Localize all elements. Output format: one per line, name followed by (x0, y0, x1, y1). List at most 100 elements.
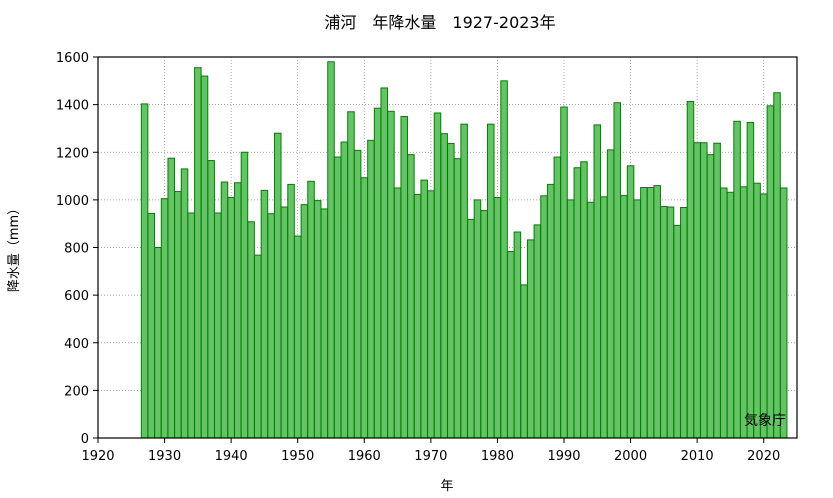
bar-2023 (779, 187, 788, 439)
bar-2005 (660, 206, 668, 439)
bar-1959 (353, 149, 362, 439)
bar-1950 (293, 235, 302, 439)
bar-1935 (194, 67, 202, 439)
bar-2006 (666, 206, 675, 439)
y-tick-label: 600 (64, 289, 89, 304)
x-tick-label: 1950 (281, 449, 314, 464)
bar-1956 (333, 156, 342, 439)
bar-1981 (500, 80, 508, 439)
bar-1980 (493, 196, 502, 439)
bar-2014 (720, 187, 728, 439)
bar-1937 (207, 160, 215, 439)
y-tick-label: 0 (81, 432, 89, 447)
y-tick-label: 1600 (56, 51, 89, 66)
x-tick-label: 1960 (348, 449, 381, 464)
bar-1969 (420, 179, 428, 439)
bar-1988 (546, 183, 555, 439)
bar-2022 (773, 92, 781, 439)
bar-1953 (313, 200, 322, 439)
bar-1932 (174, 191, 182, 439)
bar-1955 (327, 61, 335, 439)
bar-1934 (187, 212, 195, 439)
y-tick-label: 1200 (56, 146, 89, 161)
y-tick-label: 1400 (56, 99, 89, 114)
bar-1929 (154, 247, 162, 439)
bar-1952 (307, 180, 315, 439)
bar-1973 (447, 142, 455, 439)
bar-1986 (533, 224, 542, 439)
x-axis-label: 年 (440, 479, 453, 494)
bar-1966 (400, 116, 408, 439)
bar-1942 (240, 151, 249, 439)
bar-2015 (726, 191, 735, 439)
bar-1957 (340, 141, 349, 439)
bar-1963 (380, 87, 389, 439)
x-tick-label: 1980 (481, 449, 514, 464)
bar-1936 (200, 75, 209, 439)
y-tick-label: 400 (64, 337, 89, 352)
x-tick-label: 2020 (747, 449, 780, 464)
bar-2017 (739, 186, 748, 439)
bar-1947 (273, 132, 282, 439)
bar-1976 (467, 218, 475, 439)
bar-1997 (606, 149, 615, 439)
bar-1948 (280, 206, 289, 439)
bar-2000 (626, 165, 635, 439)
bar-1993 (580, 161, 588, 439)
bar-1972 (440, 133, 448, 439)
bar-1979 (487, 123, 495, 439)
bar-1938 (214, 212, 222, 439)
bar-1933 (180, 168, 189, 439)
credit-label: 気象庁 (744, 413, 786, 429)
x-tick-label: 1930 (148, 449, 181, 464)
bar-2001 (633, 199, 641, 439)
bar-1968 (413, 193, 422, 439)
bar-1999 (620, 195, 628, 439)
bar-1930 (160, 198, 169, 439)
bar-1941 (234, 182, 242, 439)
y-tick-label: 800 (64, 242, 89, 257)
bar-2021 (766, 105, 775, 439)
bar-2004 (653, 185, 661, 439)
bar-2002 (640, 186, 648, 439)
bar-2012 (706, 154, 715, 439)
bar-1943 (247, 221, 255, 439)
bar-1940 (227, 196, 235, 439)
bar-1970 (427, 190, 435, 439)
bar-1931 (167, 157, 175, 439)
bar-1989 (553, 156, 562, 439)
bar-1961 (367, 139, 375, 439)
x-tick-label: 1990 (547, 449, 580, 464)
bar-1944 (254, 254, 262, 439)
bar-1985 (526, 239, 535, 439)
bar-2016 (733, 120, 741, 439)
x-tick-label: 2000 (614, 449, 647, 464)
x-tick-label: 1940 (215, 449, 248, 464)
bar-1951 (300, 204, 309, 439)
bar-1964 (387, 110, 395, 439)
x-tick-label: 1970 (414, 449, 447, 464)
bar-1960 (360, 177, 369, 439)
bar-1965 (393, 187, 402, 439)
bar-1928 (147, 212, 156, 439)
bar-1995 (593, 124, 602, 439)
bar-1982 (506, 251, 515, 439)
bar-1998 (613, 102, 622, 439)
bar-2011 (700, 142, 708, 439)
bar-2010 (693, 142, 701, 439)
bar-1958 (347, 111, 355, 439)
bar-1967 (407, 154, 415, 439)
bar-1996 (600, 196, 608, 439)
bar-2018 (746, 121, 755, 439)
bar-2003 (646, 186, 655, 439)
bar-1946 (267, 213, 275, 439)
bar-2009 (686, 101, 695, 439)
bar-1945 (260, 189, 269, 439)
bar-1927 (140, 103, 149, 439)
y-tick-label: 200 (64, 384, 89, 399)
bar-1971 (433, 112, 442, 439)
bar-2019 (753, 182, 761, 439)
bar-1949 (287, 183, 295, 439)
bar-1994 (586, 201, 595, 439)
